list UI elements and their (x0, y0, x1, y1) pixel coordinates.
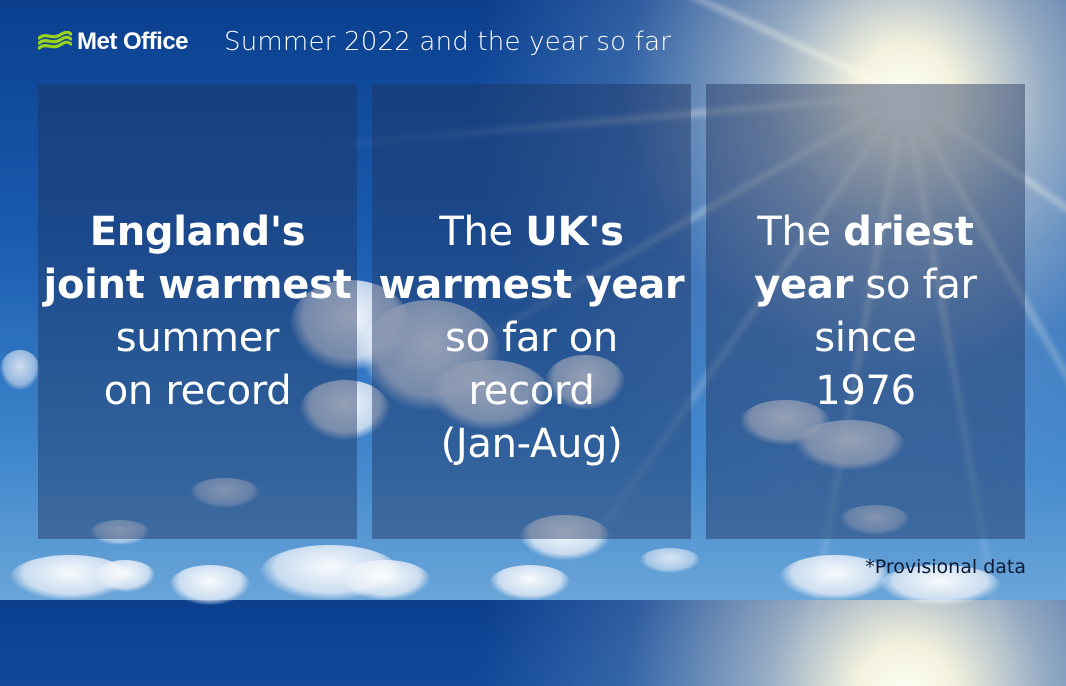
stat-line: summer (115, 315, 280, 361)
brand-name: Met Office (77, 28, 189, 55)
stat-card-text: The driest year so far since 1976 (754, 206, 977, 418)
stat-line: so far on (445, 315, 618, 361)
header: Met Office Summer 2022 and the year so f… (38, 22, 671, 62)
stat-line: 1976 (815, 368, 916, 414)
stat-line: warmest year (378, 262, 685, 308)
stat-line: on record (103, 368, 292, 414)
stat-card-driest-year: The driest year so far since 1976 (706, 84, 1025, 539)
stat-line: England's (89, 209, 306, 255)
stat-line: The UK's (439, 209, 624, 255)
met-office-waves-icon (38, 31, 72, 50)
stat-line: since (814, 315, 917, 361)
met-office-logo: Met Office (38, 28, 189, 56)
stat-card-text: England's joint warmest summer on record (44, 206, 352, 418)
stat-card-uk-warmest-year: The UK's warmest year so far on record (… (372, 84, 691, 539)
stat-card-text: The UK's warmest year so far on record (… (379, 206, 685, 471)
stat-line: joint warmest (43, 262, 352, 308)
page-title: Summer 2022 and the year so far (224, 27, 672, 57)
stat-line: (Jan-Aug) (440, 421, 623, 467)
stat-card-england-summer: England's joint warmest summer on record (38, 84, 357, 539)
stat-line: year so far (754, 262, 977, 308)
footnote: *Provisional data (865, 556, 1026, 578)
stat-line: The driest (757, 209, 974, 255)
stat-line: record (468, 368, 595, 414)
